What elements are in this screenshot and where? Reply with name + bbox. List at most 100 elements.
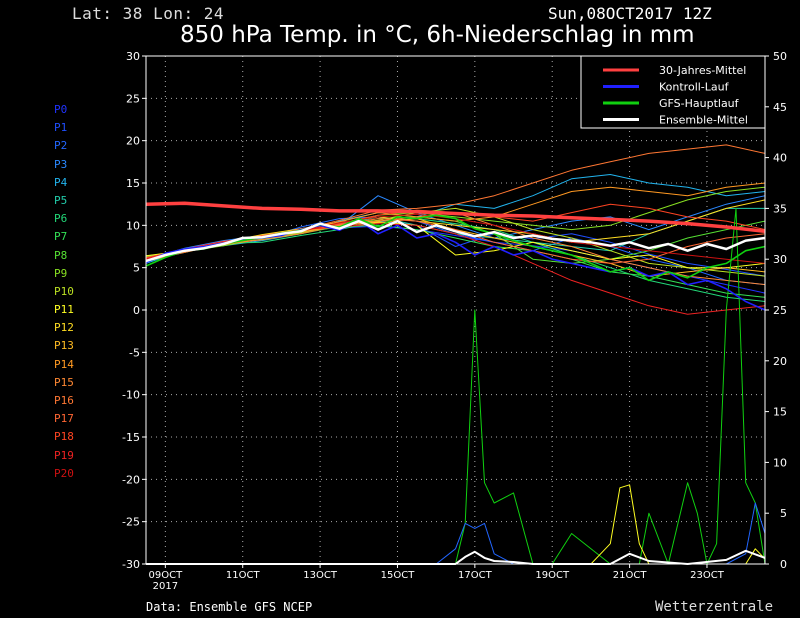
member-label-p6: P6 (54, 212, 68, 226)
y-right-tick-label: 50 (773, 50, 787, 63)
member-label-p3: P3 (54, 157, 68, 171)
series-line-p2 (145, 216, 766, 286)
y-left-tick-label: 5 (133, 262, 140, 275)
grid (146, 56, 765, 564)
series-line-gfs-hauptlauf (145, 214, 766, 282)
brand-label: Wetterzentrale (655, 599, 774, 615)
member-label-p18: P18 (54, 430, 74, 444)
member-label-p15: P15 (54, 375, 74, 389)
series-line-p3 (145, 195, 766, 260)
legend-label: Ensemble-Mittel (659, 114, 748, 127)
member-label-p4: P4 (54, 175, 68, 189)
x-tick-label: 23OCT (690, 570, 725, 581)
ensemble-member-list: P0 P1 P2 P3 P4 P5 P6 P7 P8 P9 P10 P11 P12 P13 P14 P15 P1… (54, 101, 74, 483)
y-left-tick-label: -20 (122, 473, 140, 486)
data-source: Data: Ensemble GFS NCEP (146, 600, 313, 614)
y-left-tick-label: -10 (122, 389, 140, 402)
y-left-tick-label: 30 (126, 50, 140, 63)
series-line-p12 (145, 199, 766, 258)
series-layer (145, 144, 766, 565)
y-left-tick-label: 10 (126, 219, 140, 232)
legend-label: 30-Jahres-Mittel (659, 64, 746, 77)
series-line-p17 (145, 218, 766, 264)
x-tick-label: 15OCT (381, 570, 416, 581)
y-left-tick-label: 0 (133, 304, 140, 317)
legend-label: Kontroll-Lauf (659, 81, 730, 94)
series-line-p18 (145, 203, 766, 261)
series-line-p7 (145, 224, 766, 298)
series-line-p13 (145, 218, 766, 277)
y-left-tick-label: -15 (122, 431, 140, 444)
y-right-tick-label: 25 (773, 304, 787, 317)
legend-box (580, 55, 766, 129)
member-label-p10: P10 (54, 284, 74, 298)
x-tick-sublabel: 2017 (153, 581, 178, 592)
series-line-30-jahres-mittel (145, 201, 766, 234)
y-right-tick-label: 10 (773, 456, 787, 469)
member-label-p11: P11 (54, 303, 74, 317)
member-label-p8: P8 (54, 248, 68, 262)
legend: 30-Jahres-Mittel Kontroll-Lauf GFS-Hauptla… (580, 55, 766, 129)
series-line-p5 (145, 207, 765, 262)
member-label-p19: P19 (54, 448, 74, 462)
y-left-tick-label: -5 (129, 346, 140, 359)
series-line-p6 (145, 218, 766, 302)
axes: 302520151050-5-10-15-20-25-3050454035302… (122, 50, 787, 592)
member-label-p16: P16 (54, 394, 74, 407)
member-label-p14: P14 (54, 357, 74, 371)
x-tick-label: 21OCT (613, 570, 648, 581)
series-line-p20 (145, 213, 766, 264)
member-label-p17: P17 (54, 412, 74, 426)
series-line-niederschlag-mitglied-b (146, 484, 766, 565)
member-label-p12: P12 (54, 321, 74, 335)
y-right-tick-label: 15 (773, 406, 787, 419)
y-left-tick-label: -30 (122, 558, 140, 571)
y-left-tick-label: 20 (126, 135, 140, 148)
member-label-p1: P1 (54, 121, 68, 135)
y-right-tick-label: 45 (773, 101, 787, 114)
x-tick-label: 13OCT (303, 570, 338, 581)
series-line-niederschlag-ensemble-mittel (146, 549, 766, 565)
y-right-tick-label: 0 (780, 558, 787, 571)
series-line-p0 (145, 225, 766, 294)
series-line-p4 (145, 174, 766, 264)
y-right-tick-label: 40 (773, 152, 787, 165)
series-line-p14 (145, 182, 766, 259)
x-tick-label: 11OCT (226, 570, 261, 581)
member-label-p2: P2 (54, 139, 68, 153)
chart-title: 850 hPa Temp. in °C, 6h-Niederschlag in … (180, 22, 695, 48)
y-right-tick-label: 30 (773, 253, 787, 266)
series-line-p1 (145, 220, 766, 277)
y-right-tick-label: 20 (773, 355, 787, 368)
member-label-p13: P13 (54, 339, 74, 353)
x-tick-label: 09OCT (149, 570, 184, 581)
series-line-niederschlag-gfs (146, 207, 766, 565)
legend-label: GFS-Hauptlauf (659, 97, 740, 110)
member-label-p7: P7 (54, 230, 68, 244)
series-line-p19 (145, 223, 766, 315)
y-left-tick-label: 15 (126, 177, 140, 190)
plot-frame (145, 55, 766, 565)
series-line-p16 (145, 144, 766, 260)
run-datetime: Sun,08OCT2017 12Z (548, 4, 712, 23)
series-line-ensemble-mittel (145, 219, 766, 263)
member-label-p5: P5 (54, 193, 68, 207)
y-right-tick-label: 5 (780, 507, 787, 520)
series-line-p8 (145, 216, 766, 264)
y-right-tick-label: 35 (773, 202, 787, 215)
location-label: Lat: 38 Lon: 24 (72, 4, 224, 23)
member-label-p20: P20 (54, 466, 74, 480)
series-line-p9 (145, 186, 766, 263)
series-line-p15 (145, 212, 766, 286)
series-line-p11 (145, 221, 766, 269)
series-line-niederschlag-mitglied-a (146, 502, 766, 565)
y-left-tick-label: -25 (122, 516, 140, 529)
x-tick-label: 19OCT (535, 570, 570, 581)
member-label-p9: P9 (54, 266, 68, 280)
y-left-tick-label: 25 (126, 92, 140, 105)
series-line-kontroll-lauf (145, 219, 766, 311)
x-tick-label: 17OCT (458, 570, 493, 581)
member-label-p0: P0 (54, 103, 68, 116)
series-line-p10 (145, 207, 766, 277)
